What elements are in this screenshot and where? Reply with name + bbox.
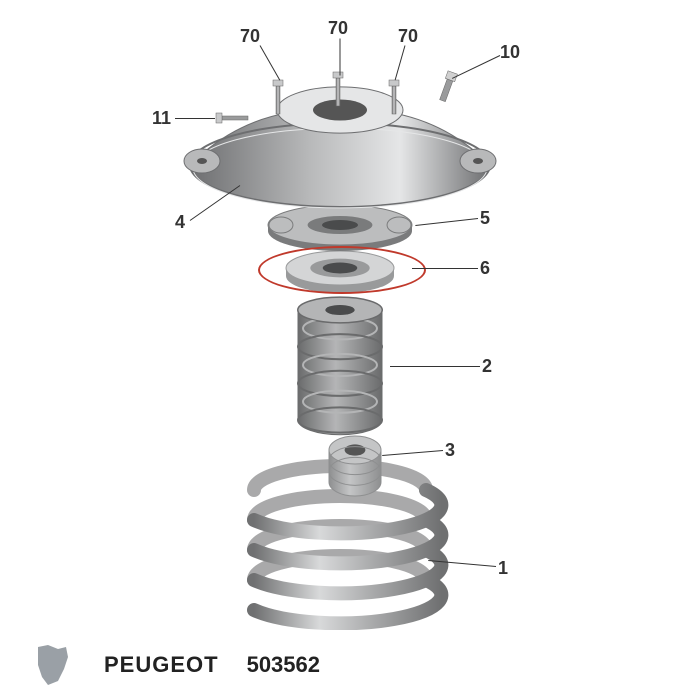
callout-70a: 70 [240,26,260,47]
peugeot-logo [28,641,76,689]
footer-bar: PEUGEOT 503562 [0,630,700,700]
callout-70b: 70 [328,18,348,39]
callout-6: 6 [480,258,490,279]
callout-4: 4 [175,212,185,233]
callout-1: 1 [498,558,508,579]
callout-3: 3 [445,440,455,461]
callout-10: 10 [500,42,520,63]
callout-5: 5 [480,208,490,229]
brand-label: PEUGEOT [104,652,219,678]
part-number: 503562 [247,652,320,678]
leader-6 [412,268,478,269]
leader-70b [340,39,341,76]
highlight-ring [258,246,426,294]
leader-11 [175,118,215,119]
callout-2: 2 [482,356,492,377]
leader-2 [390,366,480,367]
callout-70c: 70 [398,26,418,47]
callout-11: 11 [152,108,171,129]
parts-drawing [0,0,700,630]
exploded-diagram: 70 70 70 10 11 4 5 6 2 3 1 [0,0,700,630]
